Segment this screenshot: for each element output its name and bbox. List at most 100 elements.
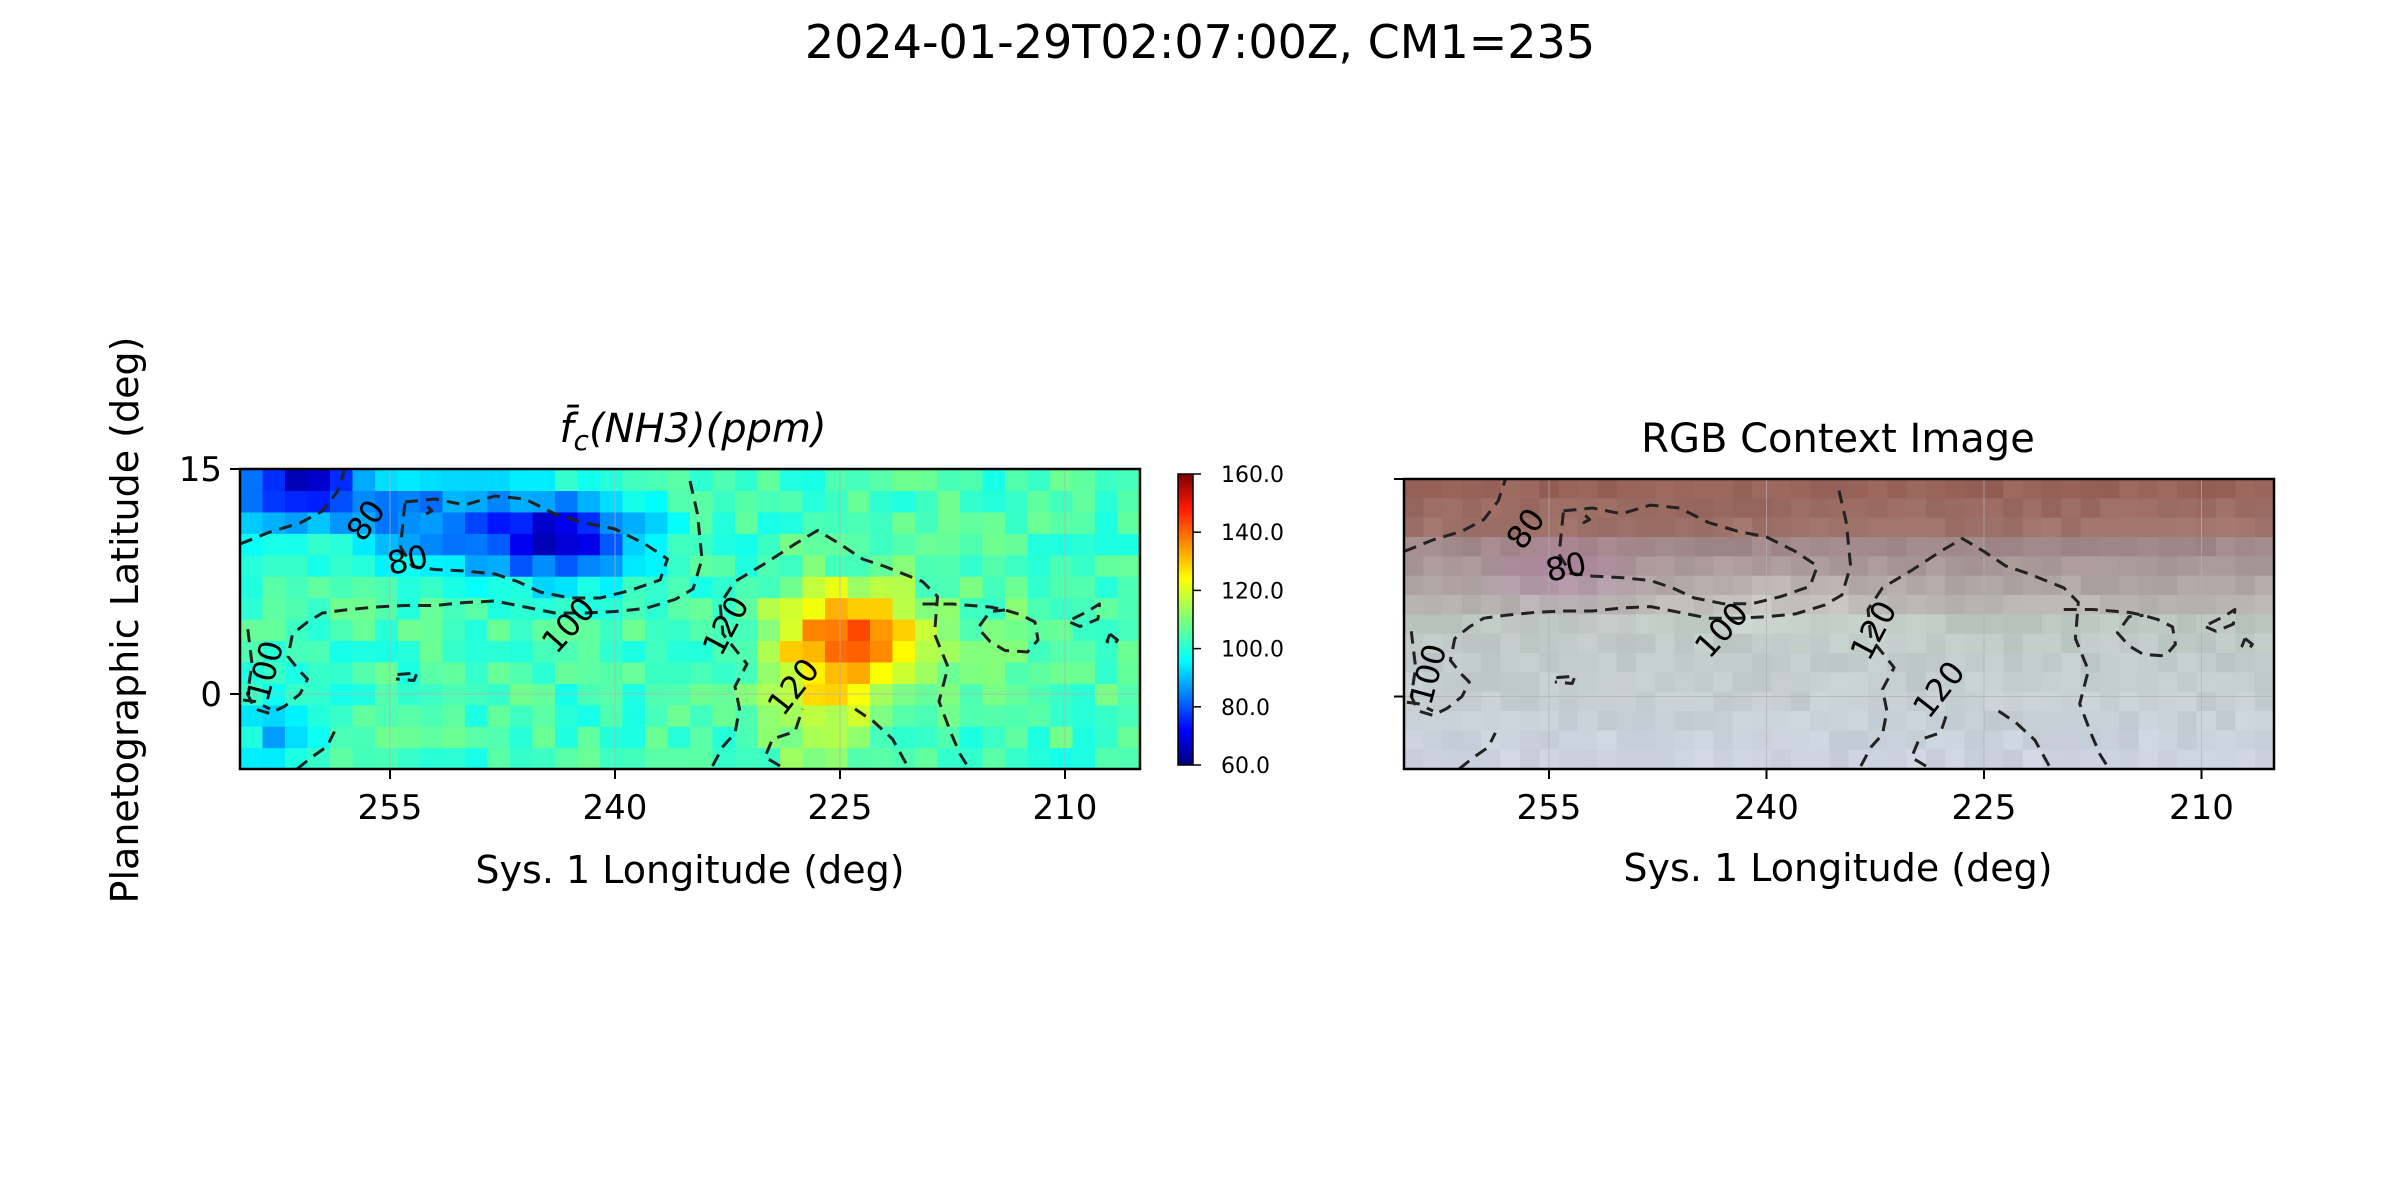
nh3-heatmap-cell (982, 511, 1006, 534)
nh3-heatmap-cell (577, 554, 601, 577)
nh3-heatmap-cell (802, 576, 826, 599)
nh3-heatmap-cell (420, 619, 444, 642)
nh3-heatmap-cell (712, 704, 736, 727)
nh3-heatmap-cell (307, 661, 331, 684)
rgb-image-cell (2119, 556, 2140, 577)
nh3-heatmap-cell (240, 704, 264, 727)
nh3-heatmap-cell (1117, 661, 1140, 684)
nh3-heatmap-cell (690, 511, 714, 534)
contour-line (1105, 632, 1119, 646)
rgb-image-cell (1790, 730, 1811, 751)
rgb-image-cell (2158, 498, 2178, 519)
rgb-image-cell (2235, 749, 2256, 769)
rgb-image-cell (2235, 730, 2256, 751)
rgb-image-cell (1462, 653, 1482, 673)
rgb-image-cell (1616, 749, 1637, 769)
rgb-image-cell (2100, 730, 2120, 751)
nh3-heatmap-cell (420, 554, 444, 577)
nh3-heatmap-cell (757, 661, 781, 684)
rgb-image-cell (2235, 711, 2256, 731)
rgb-image-cell (2061, 537, 2082, 557)
nh3-heatmap (240, 469, 1140, 769)
rgb-image-cell (1887, 672, 1908, 693)
rgb-image-cell (2042, 672, 2062, 693)
rgb-image-cell (2119, 730, 2140, 751)
nh3-heatmap-cell (825, 597, 849, 620)
rgb-image-cell (1926, 479, 1946, 499)
nh3-heatmap-cell (870, 533, 894, 556)
nh3-heatmap-cell (937, 533, 961, 556)
nh3-heatmap-cell (600, 619, 624, 642)
rgb-image-cell (2080, 749, 2101, 769)
rgb-image-cell (2119, 653, 2140, 673)
rgb-image-cell (1790, 479, 1811, 499)
nh3-heatmap-cell (1095, 469, 1119, 492)
rgb-image-cell (2003, 498, 2024, 519)
nh3-heatmap-cell (622, 661, 646, 684)
rgb-image-cell (1636, 614, 1656, 635)
nh3-heatmap-cell (915, 661, 939, 684)
nh3-heatmap-cell (847, 661, 871, 684)
rgb-image-cell (1984, 614, 2004, 635)
rgb-image-cell (1810, 691, 1830, 712)
nh3-heatmap-cell (330, 576, 354, 599)
rgb-image-cell (2042, 595, 2062, 615)
nh3-heatmap-cell (915, 511, 939, 534)
rgb-image-cell (1423, 498, 1444, 519)
nh3-heatmap-cell (330, 597, 354, 620)
nh3-heatmap-cell (577, 533, 601, 556)
rgb-image-cell (1829, 730, 1850, 751)
nh3-heatmap-cell (510, 704, 534, 727)
nh3-y-ticks: 15 0 (179, 450, 240, 715)
nh3-heatmap-cell (960, 576, 984, 599)
nh3-heatmap-cell (960, 511, 984, 534)
rgb-image-cell (1578, 575, 1598, 596)
rgb-image-cell (1926, 517, 1946, 538)
rgb-image-cell (1616, 711, 1637, 731)
nh3-heatmap-cell (532, 640, 556, 663)
nh3-heatmap-cell (667, 597, 691, 620)
contour-label: 80 (384, 537, 432, 583)
nh3-heatmap-cell (982, 490, 1006, 513)
rgb-image-cell (2216, 537, 2236, 557)
rgb-image-cell (1713, 575, 1734, 596)
nh3-heatmap-cell (1050, 640, 1074, 663)
nh3-heatmap-cell (1117, 511, 1140, 534)
nh3-heatmap-cell (352, 469, 376, 492)
nh3-heatmap-cell (712, 554, 736, 577)
nh3-heatmap-cell (555, 747, 579, 769)
nh3-heatmap-cell (915, 533, 939, 556)
rgb-image-cell (1868, 479, 1888, 499)
rgb-image-cell (2080, 672, 2101, 693)
rgb-image-cell (1674, 711, 1695, 731)
rgb-image-cell (1520, 595, 1540, 615)
rgb-image-cell (1752, 672, 1772, 693)
nh3-heatmap-cell (802, 490, 826, 513)
rgb-image-cell (1655, 711, 1676, 731)
rgb-image-cell (1442, 672, 1463, 693)
rgb-image-cell (1597, 711, 1618, 731)
nh3-heatmap-cell (442, 704, 466, 727)
nh3-heatmap-cell (1027, 490, 1051, 513)
rgb-image-cell (1945, 498, 1966, 519)
nh3-heatmap-cell (960, 726, 984, 749)
nh3-heatmap-cell (892, 469, 916, 492)
rgb-image-cell (1752, 575, 1772, 596)
rgb-image-cell (2177, 595, 2198, 615)
nh3-heatmap-cell (375, 576, 399, 599)
nh3-heatmap-cell (757, 533, 781, 556)
rgb-image-cell (1481, 537, 1502, 557)
nh3-heatmap-cell (690, 726, 714, 749)
nh3-heatmap-cell (487, 726, 511, 749)
nh3-heatmap-cell (600, 747, 624, 769)
contour-line (1406, 700, 1434, 713)
rgb-image-cell (1906, 711, 1927, 731)
rgb-image-cell (1520, 575, 1540, 596)
rgb-image-cell (1790, 575, 1811, 596)
nh3-heatmap-cell (667, 640, 691, 663)
rgb-image-cell (1404, 556, 1424, 577)
rgb-image-cell (2138, 556, 2159, 577)
rgb-image-cell (1423, 730, 1444, 751)
nh3-heatmap-cell (982, 747, 1006, 769)
nh3-heatmap-cell (330, 726, 354, 749)
